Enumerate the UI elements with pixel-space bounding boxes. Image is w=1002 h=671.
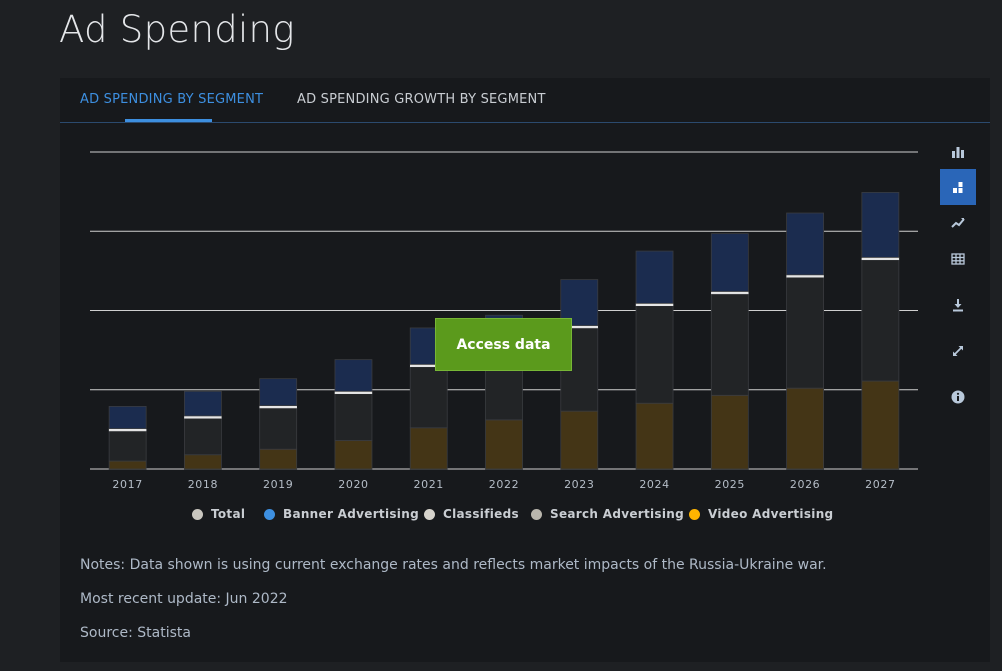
- tab-bar: AD SPENDING BY SEGMENT AD SPENDING GROWT…: [60, 78, 990, 123]
- download-button[interactable]: [940, 287, 976, 323]
- bar-segment-search[interactable]: [259, 407, 298, 450]
- stacked-bar-button[interactable]: [940, 169, 976, 205]
- x-tick-label: 2019: [263, 478, 293, 491]
- bar-segment-video[interactable]: [108, 460, 147, 470]
- x-tick-label: 2026: [790, 478, 820, 491]
- x-tick-label: 2017: [112, 478, 142, 491]
- x-tick-label: 2027: [865, 478, 895, 491]
- bar-segment-banner[interactable]: [259, 378, 298, 406]
- info-button[interactable]: [940, 379, 976, 415]
- bar-segment-banner[interactable]: [861, 192, 900, 258]
- x-tick-label: 2021: [414, 478, 444, 491]
- bar-2024[interactable]: [635, 250, 674, 470]
- download-icon: [953, 299, 963, 312]
- bar-segment-banner[interactable]: [108, 405, 147, 429]
- x-tick-label: 2024: [639, 478, 669, 491]
- bar-segment-video[interactable]: [560, 410, 599, 470]
- legend-label-search-advertising: Search Advertising: [550, 507, 685, 521]
- bar-2019[interactable]: [259, 378, 298, 470]
- bar-segment-banner[interactable]: [334, 359, 373, 392]
- legend-item-search-advertising[interactable]: Search Advertising: [531, 507, 684, 521]
- bar-segment-search[interactable]: [786, 276, 824, 389]
- chart-source: Source: Statista: [80, 625, 191, 641]
- bar-2023[interactable]: [560, 279, 599, 470]
- bar-segment-video[interactable]: [710, 394, 749, 470]
- bar-segment-search[interactable]: [635, 305, 674, 404]
- legend-dot-total: [192, 508, 203, 520]
- bar-segment-search[interactable]: [710, 293, 749, 396]
- x-tick-label: 2023: [564, 478, 594, 491]
- chart-toolbar: [940, 134, 976, 434]
- legend-dot-classifieds: [424, 508, 435, 520]
- info-icon: [951, 390, 965, 404]
- chart-notes: Notes: Data shown is using current excha…: [80, 557, 827, 573]
- legend-dot-banner-advertising: [264, 508, 275, 520]
- legend-item-video-advertising[interactable]: Video Advertising: [689, 507, 833, 521]
- active-tab-indicator: [125, 119, 212, 122]
- legend-item-banner-advertising[interactable]: Banner Advertising: [264, 507, 419, 521]
- expand-icon: [953, 346, 963, 356]
- legend-label-video-advertising: Video Advertising: [708, 507, 834, 521]
- table-view-button[interactable]: [940, 241, 976, 277]
- bar-segment-video[interactable]: [409, 427, 448, 470]
- bar-segment-search[interactable]: [184, 417, 222, 456]
- bar-segment-banner[interactable]: [710, 233, 749, 292]
- legend-item-total[interactable]: Total: [192, 507, 245, 521]
- fullscreen-button[interactable]: [940, 333, 976, 369]
- stacked-bar-icon: [953, 182, 963, 193]
- bar-segment-search[interactable]: [108, 430, 147, 462]
- trend-line-button[interactable]: [940, 205, 976, 241]
- bar-segment-video[interactable]: [485, 419, 523, 470]
- bar-segment-video[interactable]: [259, 448, 298, 470]
- bar-segment-video[interactable]: [635, 402, 674, 470]
- page-title: Ad Spending: [59, 8, 295, 51]
- legend-label-classifieds: Classifieds: [443, 507, 519, 521]
- bar-segment-search[interactable]: [409, 366, 448, 429]
- x-tick-label: 2020: [338, 478, 368, 491]
- bar-segment-search[interactable]: [334, 393, 373, 441]
- bar-segment-banner[interactable]: [786, 212, 824, 276]
- legend-dot-search-advertising: [531, 508, 542, 520]
- trend-line-icon: [951, 218, 965, 228]
- legend-label-banner-advertising: Banner Advertising: [283, 507, 419, 521]
- tab-ad-spending-by-segment[interactable]: AD SPENDING BY SEGMENT: [80, 92, 264, 107]
- chart-update-date: Most recent update: Jun 2022: [80, 591, 288, 607]
- bar-chart-button[interactable]: [940, 134, 976, 170]
- x-tick-label: 2025: [715, 478, 745, 491]
- x-tick-label: 2022: [489, 478, 519, 491]
- chart-legend: Total Banner Advertising Classifieds Sea…: [0, 507, 1002, 525]
- bar-2025[interactable]: [710, 233, 749, 470]
- bar-2027[interactable]: [861, 192, 900, 470]
- bar-segment-banner[interactable]: [560, 279, 599, 326]
- bar-segment-video[interactable]: [334, 440, 373, 470]
- access-data-button[interactable]: Access data: [435, 318, 572, 371]
- bar-segment-video[interactable]: [861, 380, 900, 470]
- bar-2026[interactable]: [786, 212, 824, 470]
- chart-x-axis: 2017 2018 2019 2020 2021 2022 2023 2024 2025 2026…: [112, 478, 895, 491]
- bar-2017[interactable]: [108, 405, 147, 470]
- bar-segment-video[interactable]: [184, 454, 222, 470]
- bar-2020[interactable]: [334, 359, 373, 470]
- tab-ad-spending-growth-by-segment[interactable]: AD SPENDING GROWTH BY SEGMENT: [297, 92, 546, 107]
- table-grid-icon: [951, 253, 965, 265]
- bar-chart-icon: [952, 147, 964, 158]
- bar-segment-video[interactable]: [786, 387, 824, 470]
- bar-2018[interactable]: [184, 390, 222, 470]
- legend-label-total: Total: [211, 507, 246, 521]
- bar-segment-search[interactable]: [861, 259, 900, 382]
- legend-dot-video-advertising: [689, 508, 700, 520]
- legend-item-classifieds[interactable]: Classifieds: [424, 507, 519, 521]
- bar-segment-banner[interactable]: [184, 390, 222, 417]
- x-tick-label: 2018: [188, 478, 218, 491]
- bar-segment-banner[interactable]: [635, 250, 674, 304]
